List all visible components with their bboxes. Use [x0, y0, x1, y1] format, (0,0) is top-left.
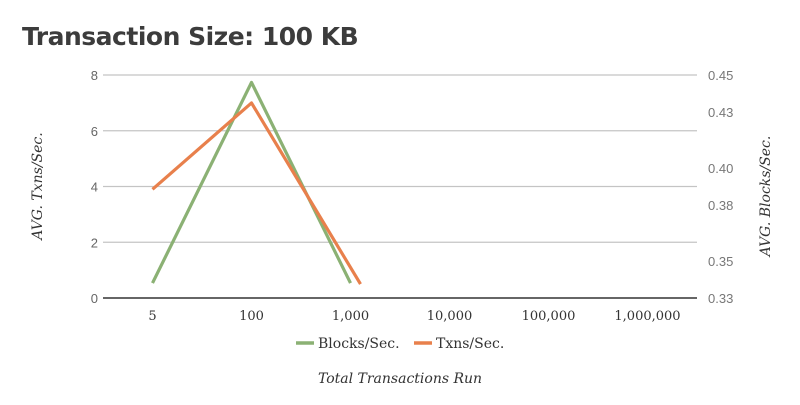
- series-line-txns-sec: [151, 101, 362, 285]
- y2-tick-label: 0.43: [708, 105, 733, 120]
- y2-tick-label: 0.45: [708, 68, 733, 83]
- right-y-ticks: 0.33 0.35 0.38 0.40 0.43 0.45: [708, 68, 733, 306]
- y-tick-label: 0: [91, 291, 98, 306]
- y2-tick-label: 0.40: [708, 161, 733, 176]
- x-tick-label: 1,000,000: [614, 309, 680, 324]
- y-tick-label: 2: [91, 235, 98, 250]
- x-ticks: 5 100 1,000 10,000 100,000 1,000,000: [148, 309, 680, 324]
- left-y-ticks: 0 2 4 6 8: [91, 68, 98, 306]
- y-tick-label: 4: [91, 180, 98, 195]
- x-axis-title: Total Transactions Run: [318, 371, 482, 387]
- x-tick-label: 1,000: [332, 309, 369, 324]
- x-tick-label: 10,000: [427, 309, 473, 324]
- y-axis-title: AVG. Txns/Sec.: [30, 132, 46, 241]
- grid-lines: [103, 74, 697, 299]
- x-tick-label: 100,000: [522, 309, 576, 324]
- legend-label: Blocks/Sec.: [318, 336, 400, 352]
- y2-axis-title: AVG. Blocks/Sec.: [758, 136, 774, 259]
- series-line-blocks-sec: [151, 80, 352, 284]
- legend-label: Txns/Sec.: [436, 336, 504, 352]
- x-tick-label: 5: [148, 309, 156, 324]
- y-tick-label: 6: [91, 124, 98, 139]
- legend: Blocks/Sec. Txns/Sec.: [296, 336, 504, 352]
- y2-tick-label: 0.38: [708, 198, 733, 213]
- y2-tick-label: 0.33: [708, 291, 733, 306]
- x-tick-label: 100: [239, 309, 264, 324]
- series-lines: [151, 80, 362, 285]
- y-tick-label: 8: [91, 68, 98, 83]
- chart-title: Transaction Size: 100 KB: [22, 22, 359, 51]
- y2-tick-label: 0.35: [708, 254, 733, 269]
